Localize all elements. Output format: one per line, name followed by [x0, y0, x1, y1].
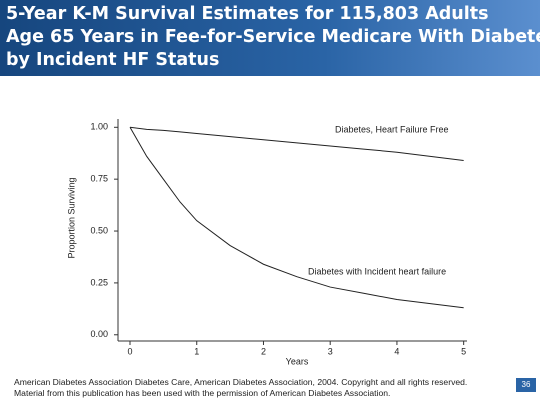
y-tick-label: 1.00 — [90, 122, 108, 132]
series-label: Diabetes, Heart Failure Free — [335, 124, 449, 134]
x-tick-label: 2 — [261, 346, 266, 356]
title-line: by Incident HF Status — [6, 50, 220, 70]
survival-curve — [129, 127, 464, 309]
y-tick-label: 0.25 — [90, 277, 108, 287]
y-tick-label: 0.00 — [90, 329, 108, 339]
x-axis-label: Years — [286, 356, 309, 366]
y-tick-label: 0.50 — [90, 225, 108, 235]
y-tick-label: 0.75 — [90, 174, 108, 184]
title-bar: 5-Year K-M Survival Estimates for 115,80… — [0, 0, 540, 76]
y-axis-label: Proportion Surviving — [66, 177, 76, 258]
x-tick-label: 3 — [328, 346, 333, 356]
page-number: 36 — [516, 378, 536, 392]
x-tick-label: 0 — [128, 346, 133, 356]
series-label: Diabetes with Incident heart failure — [308, 266, 446, 276]
title-line: 5-Year K-M Survival Estimates for 115,80… — [6, 4, 489, 24]
x-tick-label: 5 — [461, 346, 466, 356]
survival-curve — [129, 126, 464, 161]
title-line: Age 65 Years in Fee-for-Service Medicare… — [6, 27, 540, 47]
footer: American Diabetes Association Diabetes C… — [14, 377, 468, 398]
x-tick-label: 1 — [194, 346, 199, 356]
x-tick-label: 4 — [394, 346, 399, 356]
